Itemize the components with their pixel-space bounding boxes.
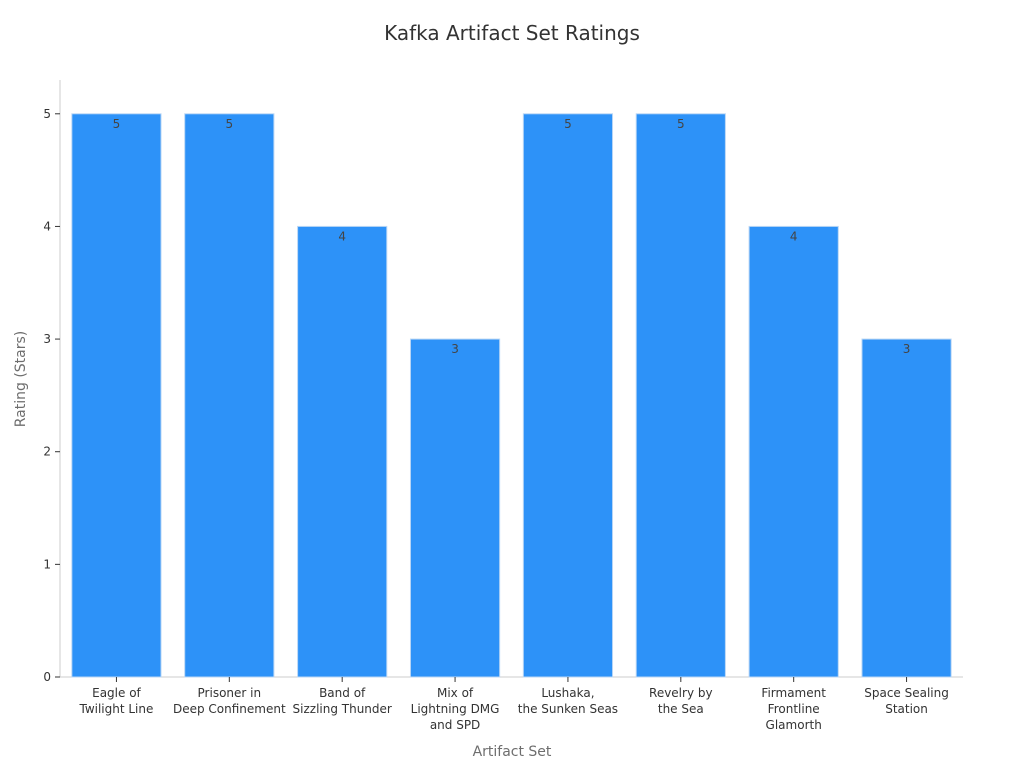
bar-value-label: 5 bbox=[113, 117, 121, 131]
x-tick-label-line: the Sea bbox=[658, 702, 704, 716]
y-tick-label: 5 bbox=[43, 107, 51, 121]
x-tick-label: Band of Sizzling Thunder bbox=[293, 686, 392, 716]
x-tick-label-line: and SPD bbox=[430, 718, 480, 732]
chart-title: Kafka Artifact Set Ratings bbox=[384, 21, 640, 45]
x-axis-ticks: Eagle of Twilight Line Prisoner in Deep Con… bbox=[78, 677, 949, 732]
bar bbox=[861, 338, 952, 678]
y-tick-label: 2 bbox=[43, 445, 51, 459]
x-tick-label-line: Twilight Line bbox=[78, 702, 153, 716]
bar-value-label: 3 bbox=[903, 342, 911, 356]
x-tick-label: Revelry by the Sea bbox=[649, 686, 713, 716]
bar bbox=[71, 113, 162, 678]
bar-value-label: 4 bbox=[790, 229, 798, 243]
x-tick-label-line: Glamorth bbox=[766, 718, 822, 732]
bar-labels-group: 5 5 4 3 5 5 4 3 bbox=[113, 117, 911, 356]
bar-value-label: 5 bbox=[564, 117, 572, 131]
x-tick-label-line: Prisoner in bbox=[198, 686, 262, 700]
bar bbox=[635, 113, 726, 678]
bar bbox=[184, 113, 275, 678]
bars-group bbox=[71, 113, 952, 678]
bar-value-label: 3 bbox=[451, 342, 459, 356]
x-tick-label-line: Frontline bbox=[768, 702, 820, 716]
x-tick-label-line: the Sunken Seas bbox=[518, 702, 618, 716]
x-tick-label: Mix of Lightning DMG and SPD bbox=[411, 686, 500, 732]
x-tick-label-line: Space Sealing bbox=[864, 686, 949, 700]
x-tick-label-line: Lightning DMG bbox=[411, 702, 500, 716]
x-tick-label-line: Deep Confinement bbox=[173, 702, 286, 716]
y-tick-label: 3 bbox=[43, 332, 51, 346]
x-tick-label: Prisoner in Deep Confinement bbox=[173, 686, 286, 716]
x-tick-label-line: Station bbox=[885, 702, 928, 716]
bar-value-label: 5 bbox=[677, 117, 685, 131]
y-axis-ticks: 0 1 2 3 4 5 bbox=[43, 107, 60, 684]
x-tick-label-line: Revelry by bbox=[649, 686, 713, 700]
y-axis-title: Rating (Stars) bbox=[13, 331, 29, 428]
x-tick-label-line: Band of bbox=[319, 686, 366, 700]
y-tick-label: 0 bbox=[43, 670, 51, 684]
x-tick-label-line: Firmament bbox=[761, 686, 826, 700]
bar bbox=[297, 225, 388, 678]
x-tick-label: Space Sealing Station bbox=[864, 686, 949, 716]
bar bbox=[522, 113, 614, 678]
y-tick-label: 4 bbox=[43, 219, 51, 233]
x-axis-title: Artifact Set bbox=[473, 744, 552, 760]
x-tick-label-line: Mix of bbox=[437, 686, 474, 700]
bar bbox=[409, 338, 501, 678]
x-tick-label-line: Sizzling Thunder bbox=[293, 702, 392, 716]
bar-value-label: 5 bbox=[225, 117, 233, 131]
bar-value-label: 4 bbox=[338, 229, 346, 243]
x-tick-label-line: Eagle of bbox=[92, 686, 141, 700]
x-tick-label: Eagle of Twilight Line bbox=[78, 686, 153, 716]
y-tick-label: 1 bbox=[43, 557, 51, 571]
x-tick-label-line: Lushaka, bbox=[541, 686, 594, 700]
bar bbox=[748, 225, 839, 678]
x-tick-label: Lushaka, the Sunken Seas bbox=[518, 686, 618, 716]
x-tick-label: Firmament Frontline Glamorth bbox=[761, 686, 826, 732]
